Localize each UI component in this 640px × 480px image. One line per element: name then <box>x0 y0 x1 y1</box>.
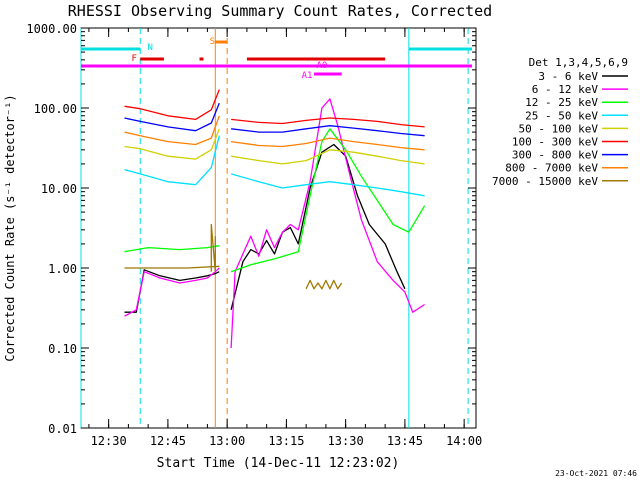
series-0-segment-1 <box>230 143 406 310</box>
series-2-segment-0 <box>124 245 220 253</box>
x-axis-label: Start Time (14-Dec-11 12:23:02) <box>157 456 400 471</box>
series-6-segment-1 <box>231 125 425 137</box>
x-axis-ticks: 12:30 12:45 13:00 13:15 13:30 13:45 14:00 <box>88 28 482 448</box>
chart-title: RHESSI Observing Summary Count Rates, Co… <box>68 2 492 20</box>
legend-label-0: 3 - 6 keV <box>538 70 598 83</box>
series-5-segment-1 <box>231 117 425 128</box>
legend-label-4: 50 - 100 keV <box>519 122 599 135</box>
y-tick-label-2: 1.00 <box>48 262 77 276</box>
series-8-segment-2 <box>305 279 343 290</box>
legend-label-8: 7000 - 15000 keV <box>492 175 598 188</box>
flag-label-s: S <box>210 37 215 47</box>
y-tick-label-0: 0.01 <box>48 422 77 436</box>
x-tick-label-2: 13:00 <box>209 434 245 448</box>
series-2-segment-1 <box>230 128 426 273</box>
x-tick-label-4: 13:30 <box>328 434 364 448</box>
y-tick-label-5: 1000.00 <box>26 22 77 36</box>
x-tick-label-0: 12:30 <box>91 434 127 448</box>
series-7-segment-0 <box>124 115 220 146</box>
y-tick-label-4: 100.00 <box>34 102 77 116</box>
x-tick-label-1: 12:45 <box>150 434 186 448</box>
series-6-segment-0 <box>124 102 220 132</box>
y-axis-ticks: 0.01 0.10 1.00 10.00 100.00 1000.00 <box>26 22 476 436</box>
series-8-segment-1 <box>210 223 216 273</box>
flag-label-a0: A0 <box>317 61 328 71</box>
legend-title: Det 1,3,4,5,6,9 <box>529 56 628 69</box>
series-8-segment-0 <box>124 265 220 269</box>
series-4-segment-1 <box>230 149 425 165</box>
series-5-segment-0 <box>124 89 220 121</box>
legend-label-2: 12 - 25 keV <box>525 96 598 109</box>
series-3-segment-0 <box>124 135 220 186</box>
series-1-segment-1 <box>230 98 425 349</box>
series-lines <box>124 89 426 349</box>
series-0-segment-0 <box>124 269 220 313</box>
observing-flags: N F S A0 A1 <box>81 37 473 81</box>
flag-label-n: N <box>148 43 153 53</box>
series-3-segment-1 <box>230 173 425 197</box>
series-4-segment-0 <box>124 128 220 160</box>
legend-label-1: 6 - 12 keV <box>532 83 599 96</box>
flag-label-f: F <box>132 54 137 64</box>
y-tick-label-3: 10.00 <box>41 182 77 196</box>
y-axis-label: Corrected Count Rate (s⁻¹ detector⁻¹) <box>3 94 17 361</box>
legend-label-3: 25 - 50 keV <box>525 109 598 122</box>
x-tick-label-6: 14:00 <box>446 434 482 448</box>
legend-label-5: 100 - 300 keV <box>512 136 598 149</box>
legend-label-7: 800 - 7000 keV <box>505 162 598 175</box>
legend-label-6: 300 - 800 keV <box>512 149 598 162</box>
series-1-segment-0 <box>124 267 220 317</box>
generated-timestamp: 23-Oct-2021 07:46 <box>555 469 637 478</box>
x-tick-label-5: 13:45 <box>387 434 423 448</box>
series-7-segment-1 <box>231 137 425 151</box>
flag-label-a1: A1 <box>302 71 313 81</box>
vertical-markers <box>80 28 469 428</box>
y-tick-label-1: 0.10 <box>48 342 77 356</box>
x-tick-label-3: 13:15 <box>268 434 304 448</box>
